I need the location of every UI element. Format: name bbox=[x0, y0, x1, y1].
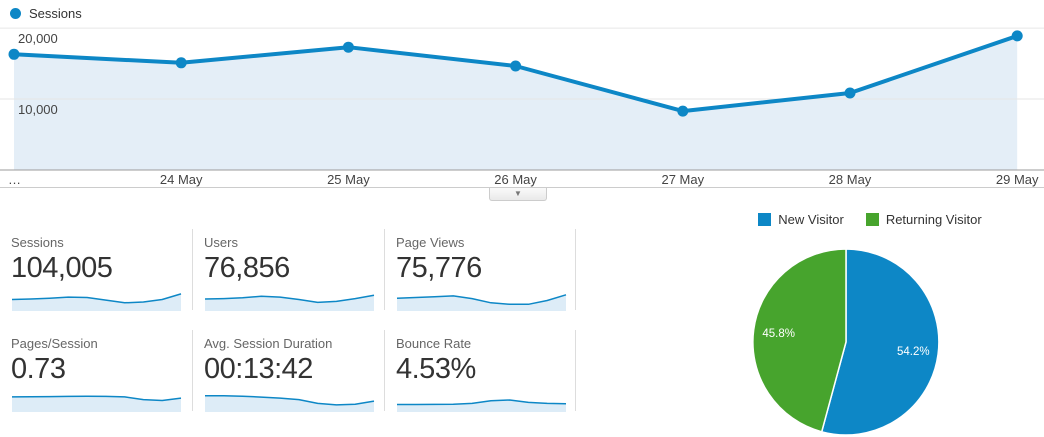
x-axis-tick-25-may: 25 May bbox=[327, 172, 370, 187]
users-sparkline bbox=[204, 294, 375, 311]
metric-label: Users bbox=[204, 235, 238, 250]
visitor-type-pie-chart[interactable]: 54.2% 45.8% bbox=[696, 236, 1044, 436]
sessions-sparkline bbox=[11, 293, 182, 311]
metric-label: Avg. Session Duration bbox=[204, 336, 333, 351]
x-axis-tick-29-may: 29 May bbox=[995, 172, 1039, 187]
x-axis-tick-28-may: 28 May bbox=[828, 172, 872, 187]
pages-per-session-sparkline bbox=[11, 395, 182, 412]
x-axis-tick-27-may: 27 May bbox=[661, 172, 705, 187]
pie-slice-label: 54.2% bbox=[897, 346, 930, 358]
metric-value: 75,776 bbox=[396, 252, 482, 284]
legend-label: New Visitor bbox=[778, 212, 844, 227]
metric-value: 00:13:42 bbox=[204, 353, 313, 385]
metric-label: Page Views bbox=[396, 235, 465, 250]
x-axis-tick-partial: … bbox=[8, 172, 21, 187]
x-axis: … 24 May 25 May 26 May 27 May 28 May 29 … bbox=[0, 171, 1044, 187]
page-views-sparkline bbox=[396, 294, 567, 311]
metric-card-bounce-rate[interactable]: Bounce Rate 4.53% bbox=[384, 330, 576, 412]
timeline-divider: ▼ bbox=[0, 187, 1044, 203]
x-axis-tick-26-may: 26 May bbox=[494, 172, 537, 187]
new-visitor-swatch-icon bbox=[758, 213, 772, 226]
sessions-legend: Sessions bbox=[0, 0, 1044, 27]
metric-value: 0.73 bbox=[11, 353, 66, 385]
metric-label: Bounce Rate bbox=[396, 336, 472, 351]
sessions-legend-dot-icon bbox=[10, 8, 21, 19]
y-axis-tick-20000: 20,000 bbox=[18, 31, 58, 46]
metric-card-sessions[interactable]: Sessions 104,005 bbox=[0, 229, 192, 311]
returning-visitor-swatch-icon bbox=[865, 213, 879, 226]
metric-value: 104,005 bbox=[11, 252, 113, 284]
y-axis-tick-10000: 10,000 bbox=[18, 102, 58, 117]
x-axis-tick-24-may: 24 May bbox=[159, 172, 203, 187]
metric-card-users[interactable]: Users 76,856 bbox=[192, 229, 384, 311]
metric-value: 76,856 bbox=[204, 252, 290, 284]
visitor-type-panel: New Visitor Returning Visitor 54.2% 45.8% bbox=[696, 209, 1044, 436]
metric-label: Pages/Session bbox=[11, 336, 98, 351]
pie-legend: New Visitor Returning Visitor bbox=[696, 209, 1044, 230]
legend-item-new-visitor: New Visitor bbox=[758, 212, 844, 227]
metric-card-page-views[interactable]: Page Views 75,776 bbox=[384, 229, 576, 311]
metric-label: Sessions bbox=[11, 235, 64, 250]
sessions-line-chart-svg[interactable] bbox=[0, 27, 1044, 171]
metric-card-avg-session-duration[interactable]: Avg. Session Duration 00:13:42 bbox=[192, 330, 384, 412]
sessions-timeline-chart[interactable]: 20,000 10,000 bbox=[0, 27, 1044, 171]
chevron-down-icon: ▼ bbox=[514, 189, 522, 198]
metric-card-pages-per-session[interactable]: Pages/Session 0.73 bbox=[0, 330, 192, 412]
legend-label: Returning Visitor bbox=[885, 212, 982, 227]
pie-slice-label: 45.8% bbox=[762, 328, 795, 340]
sessions-legend-label: Sessions bbox=[29, 6, 82, 21]
metric-value: 4.53% bbox=[396, 353, 476, 385]
legend-item-returning-visitor: Returning Visitor bbox=[865, 212, 982, 227]
timeline-collapse-button[interactable]: ▼ bbox=[489, 188, 547, 201]
avg-session-duration-sparkline bbox=[205, 395, 375, 412]
divider-line bbox=[0, 187, 1044, 188]
bounce-rate-sparkline bbox=[397, 399, 567, 412]
metric-cards-grid: Sessions 104,005 Users 76,856 Page Views… bbox=[0, 229, 576, 436]
